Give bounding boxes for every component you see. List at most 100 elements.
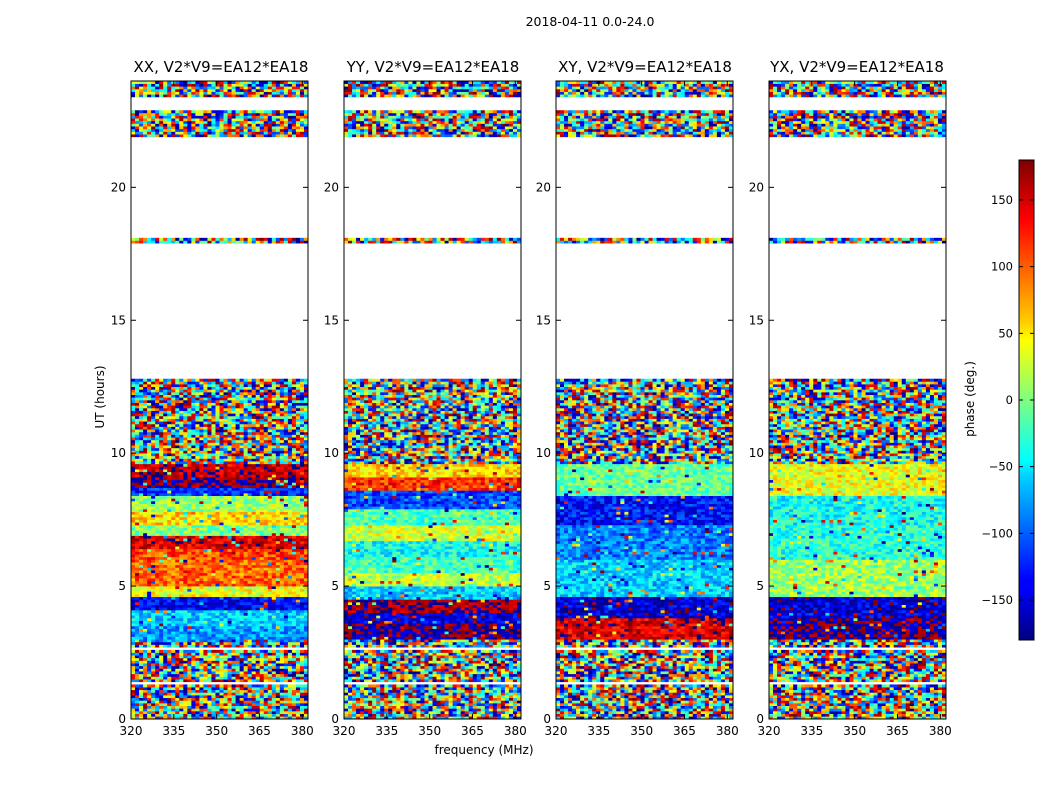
heatmap-cell <box>255 575 261 579</box>
heatmap-cell <box>171 668 176 672</box>
heatmap-cell <box>235 445 240 449</box>
heatmap-cell <box>291 591 297 595</box>
heatmap-cell <box>199 490 204 494</box>
heatmap-cell <box>283 543 289 547</box>
heatmap-cell <box>275 562 281 566</box>
heatmap-cell <box>255 450 261 454</box>
heatmap-cell <box>159 652 164 656</box>
heatmap-cell <box>199 458 204 462</box>
heatmap-cell <box>155 495 160 499</box>
heatmap-cell <box>135 705 140 709</box>
heatmap-cell <box>247 434 252 438</box>
heatmap-cell <box>303 479 309 483</box>
heatmap-cell <box>191 625 196 629</box>
heatmap-cell <box>303 532 309 536</box>
heatmap-cell <box>263 572 269 576</box>
heatmap-cell <box>299 501 305 504</box>
heatmap-cell <box>299 426 305 430</box>
heatmap-cell <box>275 625 281 629</box>
heatmap-cell <box>267 554 273 558</box>
heatmap-cell <box>295 708 301 712</box>
heatmap-cell <box>239 493 244 496</box>
heatmap-cell <box>183 639 188 643</box>
heatmap-cell <box>235 423 240 427</box>
heatmap-cell <box>247 469 252 473</box>
heatmap-cell <box>219 421 224 425</box>
heatmap-cell <box>255 578 261 582</box>
heatmap-cell <box>135 450 140 454</box>
heatmap-cell <box>207 463 212 467</box>
heatmap-cell <box>191 657 196 661</box>
heatmap-cell <box>235 628 240 632</box>
heatmap-cell <box>223 591 228 595</box>
heatmap-cell <box>203 580 208 584</box>
x-axis-label: frequency (MHz) <box>384 743 584 757</box>
heatmap-cell <box>291 482 297 486</box>
heatmap-cell <box>199 506 204 510</box>
heatmap-cell <box>139 636 144 640</box>
heatmap-cell <box>219 530 224 534</box>
heatmap-cell <box>203 708 208 712</box>
heatmap-cell <box>179 508 184 512</box>
heatmap-cell <box>271 437 277 441</box>
heatmap-cell <box>139 551 144 555</box>
heatmap-cell <box>223 538 228 542</box>
heatmap-cell <box>263 485 269 489</box>
heatmap-cell <box>207 602 212 605</box>
heatmap-cell <box>267 453 273 457</box>
heatmap-cell <box>291 615 297 619</box>
heatmap-cell <box>187 684 192 688</box>
heatmap-cell <box>199 479 204 483</box>
heatmap-cell <box>267 599 273 603</box>
heatmap-cell <box>283 639 289 643</box>
heatmap-cell <box>199 703 204 707</box>
heatmap-cell <box>191 615 196 619</box>
heatmap-cell <box>163 572 168 576</box>
heatmap-cell <box>287 695 293 699</box>
heatmap-cell <box>303 508 309 512</box>
heatmap-cell <box>171 556 176 560</box>
heatmap-cell <box>227 578 232 582</box>
heatmap-cell <box>267 633 273 637</box>
heatmap-cell <box>223 663 228 667</box>
heatmap-cell <box>203 602 208 605</box>
heatmap-cell <box>207 469 212 473</box>
heatmap-cell <box>179 649 184 653</box>
heatmap-cell <box>139 572 144 576</box>
heatmap-cell <box>235 415 240 419</box>
heatmap-cell <box>167 596 172 600</box>
heatmap-cell <box>259 479 265 483</box>
heatmap-cell <box>259 516 265 520</box>
heatmap-cell <box>279 431 285 435</box>
heatmap-cell <box>251 485 256 489</box>
heatmap-cell <box>183 689 188 693</box>
heatmap-cell <box>203 612 208 616</box>
heatmap-cell <box>247 556 252 560</box>
heatmap-cell <box>247 578 252 582</box>
heatmap-cell <box>171 596 176 600</box>
heatmap-cell <box>147 535 152 539</box>
heatmap-cell <box>219 413 224 417</box>
heatmap-cell <box>175 524 180 528</box>
heatmap-cell <box>187 583 192 587</box>
heatmap-cell <box>131 596 136 600</box>
heatmap-cell <box>279 665 285 669</box>
heatmap-cell <box>291 551 297 555</box>
heatmap-cell <box>183 538 188 542</box>
heatmap-cell <box>139 599 144 603</box>
heatmap-cell <box>147 447 152 451</box>
heatmap-cell <box>171 641 176 645</box>
heatmap-cell <box>139 596 144 600</box>
heatmap-cell <box>259 556 265 560</box>
heatmap-cell <box>283 708 289 712</box>
heatmap-cell <box>191 586 196 590</box>
heatmap-cell <box>179 556 184 560</box>
heatmap-cell <box>291 564 297 568</box>
heatmap-cell <box>251 564 256 568</box>
heatmap-cell <box>139 490 144 494</box>
heatmap-cell <box>171 426 176 430</box>
heatmap-cell <box>275 564 281 568</box>
heatmap-cell <box>295 511 301 515</box>
heatmap-cell <box>135 713 140 717</box>
heatmap-cell <box>283 631 289 635</box>
